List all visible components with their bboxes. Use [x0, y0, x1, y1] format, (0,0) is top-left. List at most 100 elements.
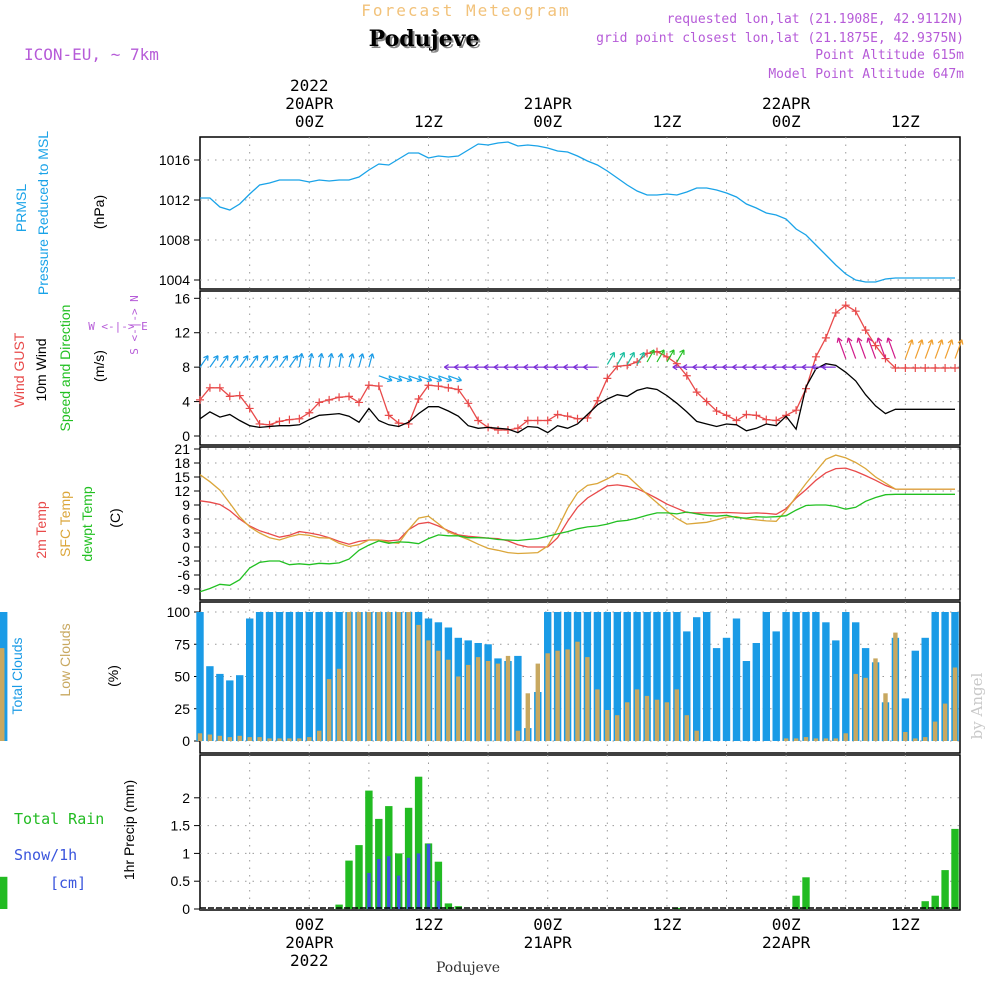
bar-low-clouds — [307, 737, 312, 741]
wind-direction-arrow — [229, 355, 239, 368]
gust-point — [474, 416, 483, 425]
bar-total-rain — [921, 901, 929, 909]
y-tick-label: 4 — [182, 394, 190, 410]
wind-direction-arrowhead — [446, 376, 453, 383]
bar-low-clouds — [565, 649, 570, 741]
gust-point — [335, 393, 344, 402]
wind-direction-arrowhead — [836, 337, 843, 343]
wind-direction-arrow — [887, 337, 896, 359]
bottom-axis-label: 22APR — [762, 933, 811, 952]
bar-total-clouds — [722, 637, 731, 741]
wind-direction-arrowhead — [436, 376, 443, 383]
wind-direction-arrowhead — [513, 364, 519, 371]
model-name: ICON-EU, ~ 7km — [24, 45, 159, 64]
y-tick-label: 50 — [174, 669, 190, 685]
wind-direction-arrow — [944, 339, 953, 359]
bar-low-clouds — [366, 612, 372, 741]
wind-direction-arrowhead — [583, 364, 588, 371]
wind-direction-arrowhead — [463, 364, 469, 371]
bar-low-clouds — [217, 735, 222, 741]
wind-direction-arrow — [328, 353, 333, 368]
bar-total-clouds — [603, 612, 611, 741]
bar-total-rain — [335, 904, 343, 909]
wind-direction-arrowhead — [543, 364, 549, 371]
bar-total-rain — [0, 876, 8, 909]
series-line-10m-wind — [199, 363, 955, 434]
wind-direction-arrowhead — [771, 364, 777, 371]
gust-point — [196, 395, 204, 404]
bar-low-clouds — [356, 612, 362, 741]
bar-total-clouds — [514, 655, 522, 741]
gust-point — [891, 364, 900, 373]
wind-direction-arrow — [448, 375, 462, 382]
wind-direction-arrow — [656, 349, 665, 363]
wind-direction-arrowhead — [702, 364, 708, 371]
wind-direction-arrow — [626, 352, 635, 365]
top-axis-label: 00Z — [295, 112, 324, 131]
bar-total-clouds — [693, 617, 701, 741]
y-tick-label: 12 — [174, 483, 190, 499]
gust-point — [871, 341, 880, 350]
gust-point — [772, 416, 781, 425]
top-axis-label: 12Z — [891, 112, 920, 131]
wind-direction-arrowhead — [533, 364, 539, 371]
wind-direction-arrow — [934, 339, 943, 359]
bar-total-clouds — [633, 612, 641, 741]
gust-point — [593, 396, 602, 405]
point-altitude: Point Altitude 615m — [815, 48, 964, 63]
bar-total-rain — [802, 877, 810, 909]
wind-direction-arrowhead — [298, 352, 305, 359]
gust-point — [384, 411, 393, 420]
watermark: by Angel — [968, 672, 986, 739]
wind-direction-arrowhead — [801, 364, 807, 371]
gust-point — [374, 382, 383, 391]
y-tick-label: -3 — [178, 553, 191, 569]
wind-direction-arrowhead — [483, 364, 489, 371]
bar-low-clouds — [893, 632, 898, 741]
wind-direction-arrowhead — [619, 351, 625, 358]
bottom-axis-label: 2022 — [290, 951, 329, 970]
bar-low-clouds — [863, 677, 868, 741]
wind-direction-arrow — [904, 339, 913, 359]
bar-low-clouds — [446, 659, 451, 741]
wind-direction-arrowhead — [609, 351, 616, 358]
wind-direction-arrowhead — [886, 337, 893, 343]
wind-direction-arrow — [636, 352, 645, 365]
prmsl-unit-label: (hPa) — [91, 195, 107, 229]
wind-direction-arrowhead — [443, 364, 449, 371]
y-tick-label: 0.5 — [171, 873, 191, 889]
wind-direction-arrow — [259, 355, 269, 368]
panel-frame — [199, 136, 961, 290]
wind-direction-arrow — [646, 349, 655, 363]
wind-direction-arrowhead — [563, 364, 569, 371]
gust-point — [762, 415, 771, 424]
wind-direction-arrow — [924, 339, 933, 359]
y-tick-label: 1004 — [159, 272, 190, 288]
bar-total-clouds — [275, 612, 284, 741]
gust-point — [861, 326, 870, 335]
gust-point — [941, 364, 950, 373]
wind-direction-arrow — [847, 337, 857, 359]
bar-total-clouds — [216, 673, 224, 741]
wind-direction-arrow — [199, 355, 209, 368]
gust-point — [901, 364, 910, 373]
bar-total-clouds — [236, 675, 244, 741]
bar-total-clouds — [752, 643, 760, 741]
gust-label: Wind GUST — [11, 332, 27, 407]
bar-total-clouds — [325, 612, 333, 741]
wind-direction-arrowhead — [553, 364, 559, 371]
bar-total-clouds — [842, 612, 850, 741]
wind-direction-arrowhead — [406, 376, 413, 383]
y-tick-label: 12 — [174, 325, 190, 341]
bar-total-clouds — [782, 612, 790, 741]
bar-total-clouds — [792, 612, 800, 741]
wind-direction-arrow — [438, 375, 452, 382]
gust-point — [295, 414, 304, 423]
clouds-unit-label: (%) — [105, 665, 121, 687]
gust-point — [265, 420, 274, 429]
wind-direction-arrow — [877, 337, 887, 359]
bar-low-clouds — [505, 655, 511, 741]
top-axis-label: 2022 — [290, 76, 329, 95]
location-title-shadow: Podujeve — [369, 26, 480, 52]
wind-direction-arrow — [209, 355, 219, 368]
